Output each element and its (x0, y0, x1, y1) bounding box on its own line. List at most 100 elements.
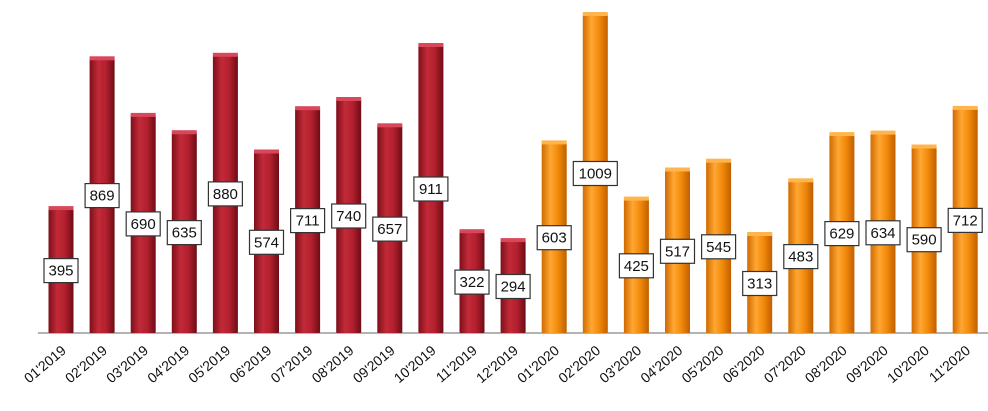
data-label-box (865, 220, 901, 246)
x-tick-label: 03'2019 (103, 342, 151, 386)
bar-cap (171, 130, 197, 135)
data-label-text: 425 (624, 258, 649, 275)
x-tick-label: 08'2019 (309, 342, 357, 386)
bar-cap (500, 238, 526, 243)
bar-cap (418, 43, 444, 47)
bar-cap (89, 56, 115, 61)
bar-cap (623, 196, 649, 201)
data-label: 483 (783, 244, 819, 270)
data-label: 395 (43, 258, 79, 284)
data-label-box (248, 229, 285, 255)
data-label-text: 322 (459, 274, 484, 291)
x-tick-label: 10'2019 (391, 342, 439, 386)
data-label: 425 (618, 253, 655, 279)
x-tick-label: 05'2020 (678, 342, 726, 386)
x-tick-label: 02'2020 (555, 342, 603, 386)
x-tick-label: 01'2019 (21, 342, 69, 386)
x-tick-label: 07'2020 (761, 342, 809, 386)
bar-cap (212, 52, 238, 57)
data-label-text: 657 (377, 221, 402, 238)
x-tick-label: 08'2020 (802, 342, 850, 386)
x-tick-label: 01'2020 (514, 342, 562, 386)
x-tick-label: 04'2019 (144, 342, 192, 386)
data-label-box (43, 258, 79, 284)
bar-cap (747, 232, 773, 236)
x-tick-label: 11'2019 (433, 342, 480, 385)
bar-cap (295, 106, 321, 111)
data-label-text: 711 (296, 213, 320, 230)
data-label: 590 (906, 227, 942, 253)
data-label-box (413, 176, 449, 202)
x-tick-label: 12'2019 (473, 342, 521, 386)
bar-cap (130, 112, 156, 117)
data-label-box (947, 207, 983, 233)
data-label-box (290, 208, 326, 234)
bar-cap (541, 140, 567, 145)
data-label-text: 483 (788, 249, 813, 266)
bar-cap (665, 167, 690, 172)
data-label-text: 869 (90, 188, 115, 205)
data-label-text: 590 (912, 232, 937, 249)
data-label: 657 (372, 216, 408, 242)
data-label-text: 313 (747, 276, 772, 293)
data-label-box (618, 253, 655, 279)
data-label-box (454, 269, 490, 295)
data-labels: 395 869 690 635 880 574 711 740 657 911 322 294 603 1… (43, 160, 983, 300)
data-label-box (824, 221, 860, 247)
data-label: 322 (454, 269, 490, 295)
data-label: 711 (290, 208, 326, 234)
bar-cap (706, 158, 732, 163)
x-tick-label: 06'2019 (226, 342, 274, 386)
data-label-box (495, 273, 531, 300)
data-label-box (783, 244, 819, 270)
bar-cap (829, 132, 855, 137)
data-label-text: 712 (953, 212, 978, 229)
data-label: 712 (947, 207, 983, 233)
data-label-text: 294 (501, 279, 526, 296)
data-label-box (659, 238, 696, 264)
x-tick-label: 09'2020 (843, 342, 891, 386)
bar-cap (952, 105, 978, 110)
data-label-text: 1009 (579, 166, 612, 183)
data-label-text: 629 (829, 226, 854, 243)
x-tick-label: 03'2020 (596, 342, 644, 386)
data-label: 869 (84, 183, 120, 209)
data-label-text: 635 (172, 225, 197, 242)
data-label-box (84, 183, 120, 209)
bar-cap (582, 12, 608, 16)
x-tick-label: 02'2019 (62, 342, 110, 386)
data-label-text: 395 (48, 263, 73, 280)
bar-cap (336, 97, 362, 101)
data-label: 294 (495, 273, 531, 300)
data-label: 690 (125, 211, 161, 237)
x-tick-label: 11'2020 (926, 342, 973, 385)
x-tick-label: 06'2020 (720, 342, 768, 386)
data-label: 313 (742, 270, 778, 297)
bar-cap (377, 123, 403, 128)
x-tick-label: 04'2020 (637, 342, 685, 386)
x-tick-label: 07'2019 (267, 342, 315, 386)
data-label: 634 (865, 220, 901, 246)
bar-cap (788, 178, 814, 183)
data-label: 740 (331, 203, 367, 229)
data-label-box (742, 270, 778, 297)
data-label-text: 603 (542, 230, 567, 247)
data-label-text: 740 (336, 208, 361, 225)
x-tick-label: 10'2020 (884, 342, 932, 386)
data-label: 911 (413, 176, 449, 202)
data-label: 545 (700, 234, 737, 260)
data-label-text: 634 (870, 225, 895, 242)
data-label: 574 (248, 229, 285, 255)
data-label-text: 517 (665, 243, 690, 260)
data-label-box (572, 160, 618, 187)
data-label: 635 (166, 220, 202, 246)
data-label: 517 (659, 238, 696, 264)
bar-cap (48, 206, 74, 211)
data-label-text: 574 (254, 234, 279, 251)
data-label-text: 690 (131, 216, 156, 233)
data-label-box (372, 216, 408, 242)
data-label-box (906, 227, 942, 253)
x-tick-label: 09'2019 (350, 342, 398, 386)
